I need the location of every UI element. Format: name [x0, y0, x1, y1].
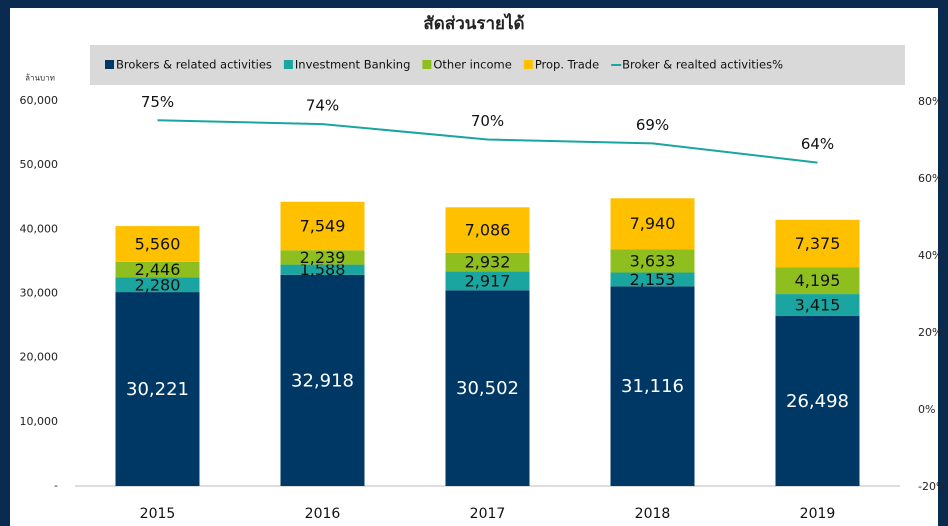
- y2-tick-label: -20%: [918, 480, 946, 493]
- y-tick-label: 60,000: [20, 94, 59, 107]
- bar-segment: [280, 264, 365, 275]
- data-label: 3,633: [630, 251, 676, 270]
- line-label: 74%: [306, 97, 339, 115]
- data-label: 2,446: [135, 260, 181, 279]
- line-label: 75%: [141, 93, 174, 111]
- legend-label: Brokers & related activities: [116, 58, 272, 72]
- data-label: 2,917: [465, 271, 511, 290]
- data-label: 30,221: [126, 379, 189, 400]
- bar-segment: [445, 290, 530, 486]
- y-tick-label: 10,000: [20, 415, 59, 428]
- data-label: 2,239: [300, 248, 346, 267]
- bar-segment: [115, 277, 200, 293]
- x-tick-label: 2019: [800, 506, 836, 522]
- bar-segment: [610, 286, 695, 486]
- legend-marker: [283, 60, 293, 69]
- data-label: 5,560: [135, 234, 181, 253]
- chart-title: สัดส่วนรายได้: [423, 13, 524, 34]
- data-label: 2,932: [465, 253, 511, 272]
- bar-segment: [445, 207, 530, 253]
- y-tick-label: 40,000: [20, 222, 59, 235]
- data-label: 2,153: [630, 270, 676, 289]
- data-label: 4,195: [795, 271, 841, 290]
- bar-segment: [775, 267, 860, 295]
- data-label: 2,280: [135, 275, 181, 294]
- bar-segment: [610, 249, 695, 273]
- bar-segment: [445, 252, 530, 272]
- data-label: 7,940: [630, 214, 676, 233]
- legend-marker: [422, 60, 432, 69]
- legend-label: Prop. Trade: [535, 58, 599, 72]
- x-tick-label: 2017: [470, 506, 506, 522]
- y2-tick-label: 80%: [918, 95, 942, 108]
- data-label: 7,549: [300, 216, 346, 235]
- x-tick-label: 2015: [140, 506, 176, 522]
- legend-box: [90, 45, 905, 85]
- legend-label: Other income: [433, 58, 511, 72]
- bar-segment: [775, 219, 860, 268]
- y2-tick-label: 20%: [918, 326, 942, 339]
- line-label: 69%: [636, 116, 669, 134]
- y-tick-label: -: [54, 479, 58, 492]
- data-label: 3,415: [795, 296, 841, 315]
- y-tick-label: 20,000: [20, 351, 59, 364]
- y2-tick-label: 40%: [918, 249, 942, 262]
- bar-segment: [280, 274, 365, 486]
- legend-marker: [105, 60, 114, 69]
- x-tick-label: 2016: [305, 506, 341, 522]
- legend-marker: [523, 60, 533, 69]
- data-label: 7,086: [465, 221, 511, 240]
- line-label: 64%: [801, 135, 834, 153]
- line-label: 70%: [471, 112, 504, 130]
- bar-segment: [115, 226, 200, 262]
- y-tick-label: 50,000: [20, 158, 59, 171]
- legend-label: Investment Banking: [295, 58, 410, 72]
- bar-segment: [115, 261, 200, 278]
- data-label: 1,588: [300, 260, 346, 279]
- bar-segment: [445, 271, 530, 291]
- bar-segment: [775, 294, 860, 316]
- y2-tick-label: 0%: [918, 403, 935, 416]
- bar-segment: [115, 292, 200, 486]
- y-tick-label: 30,000: [20, 287, 59, 300]
- y-axis-label: ล้านบาท: [25, 74, 55, 83]
- bar-segment: [775, 315, 860, 486]
- legend-label: Broker & realted activities%: [622, 58, 783, 72]
- bar-segment: [610, 198, 695, 250]
- bar-segment: [280, 201, 365, 251]
- data-label: 26,498: [786, 391, 849, 412]
- data-label: 32,918: [291, 370, 354, 391]
- line: [157, 119, 818, 164]
- data-label: 7,375: [795, 234, 841, 253]
- data-label: 30,502: [456, 378, 519, 399]
- data-label: 31,116: [621, 376, 684, 397]
- bar-segment: [610, 272, 695, 287]
- y2-tick-label: 60%: [918, 172, 942, 185]
- bar-segment: [280, 250, 365, 265]
- x-tick-label: 2018: [635, 506, 671, 522]
